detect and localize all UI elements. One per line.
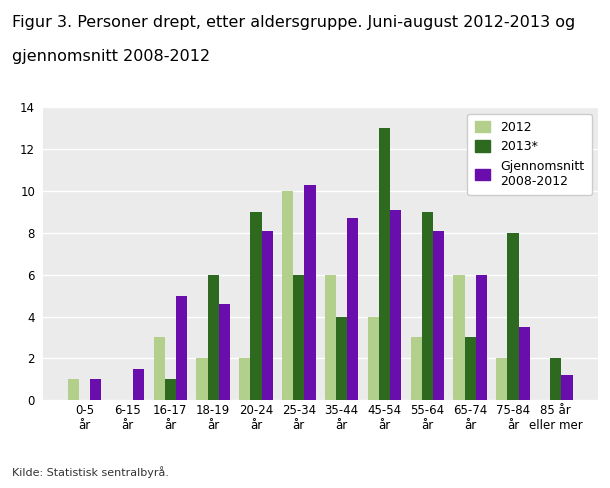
Bar bbox=[347, 218, 359, 400]
Text: gjennomsnitt 2008-2012: gjennomsnitt 2008-2012 bbox=[12, 49, 210, 64]
Bar bbox=[336, 317, 347, 400]
Bar bbox=[465, 337, 476, 400]
Bar bbox=[133, 369, 144, 400]
Bar bbox=[368, 317, 379, 400]
Bar bbox=[325, 275, 336, 400]
Bar bbox=[165, 379, 176, 400]
Bar bbox=[390, 210, 401, 400]
Bar bbox=[262, 231, 273, 400]
Bar bbox=[176, 296, 187, 400]
Bar bbox=[508, 233, 518, 400]
Bar bbox=[550, 358, 561, 400]
Bar bbox=[422, 212, 433, 400]
Bar bbox=[561, 375, 573, 400]
Bar bbox=[476, 275, 487, 400]
Bar bbox=[497, 358, 508, 400]
Bar bbox=[239, 358, 251, 400]
Text: Kilde: Statistisk sentralbyrå.: Kilde: Statistisk sentralbyrå. bbox=[12, 467, 169, 478]
Bar bbox=[90, 379, 101, 400]
Bar bbox=[282, 191, 293, 400]
Bar bbox=[379, 128, 390, 400]
Bar bbox=[293, 275, 304, 400]
Bar bbox=[207, 275, 219, 400]
Bar bbox=[411, 337, 422, 400]
Bar bbox=[453, 275, 465, 400]
Legend: 2012, 2013*, Gjennomsnitt
2008-2012: 2012, 2013*, Gjennomsnitt 2008-2012 bbox=[467, 114, 592, 195]
Text: Figur 3. Personer drept, etter aldersgruppe. Juni-august 2012-2013 og: Figur 3. Personer drept, etter aldersgru… bbox=[12, 15, 575, 30]
Bar bbox=[433, 231, 444, 400]
Bar bbox=[219, 304, 230, 400]
Bar bbox=[251, 212, 262, 400]
Bar bbox=[304, 185, 315, 400]
Bar bbox=[196, 358, 207, 400]
Bar bbox=[68, 379, 79, 400]
Bar bbox=[154, 337, 165, 400]
Bar bbox=[518, 327, 529, 400]
